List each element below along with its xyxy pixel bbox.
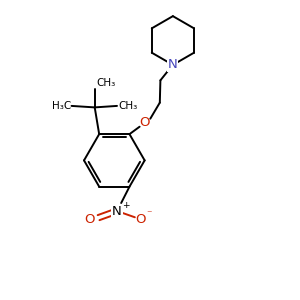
Text: N: N xyxy=(168,58,178,71)
Text: H₃C: H₃C xyxy=(52,101,71,111)
Text: O: O xyxy=(84,213,94,226)
Text: CH₃: CH₃ xyxy=(96,78,116,88)
Text: O: O xyxy=(135,213,146,226)
Text: CH₃: CH₃ xyxy=(118,101,137,111)
Text: N: N xyxy=(112,205,122,218)
Text: ⁻: ⁻ xyxy=(146,209,152,219)
Text: +: + xyxy=(122,201,130,210)
Text: N: N xyxy=(168,58,178,71)
Text: O: O xyxy=(140,116,150,129)
